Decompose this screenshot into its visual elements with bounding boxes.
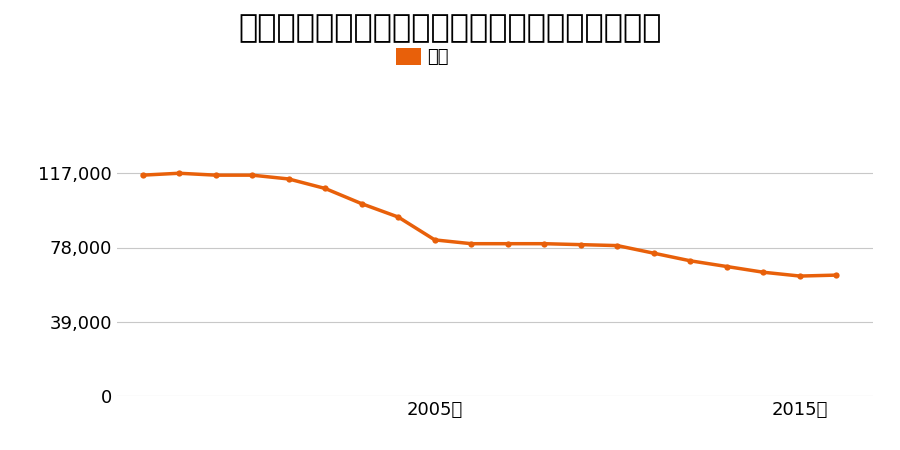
Text: 鳥取県鳥取市雲山字中沢１３７番１８の地価推移: 鳥取県鳥取市雲山字中沢１３７番１８の地価推移	[238, 14, 662, 45]
Text: 価格: 価格	[428, 48, 449, 66]
